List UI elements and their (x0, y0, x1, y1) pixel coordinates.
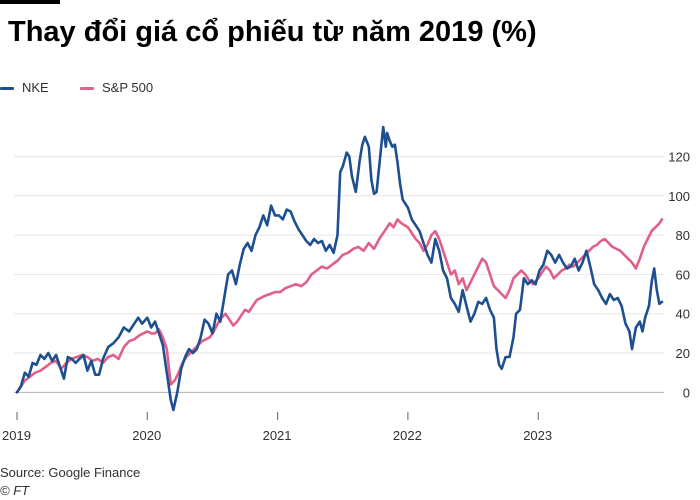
y-tick-label: 0 (683, 385, 690, 400)
series-line-nke (15, 125, 664, 412)
y-tick-label: 80 (676, 228, 690, 243)
y-tick-label: 40 (676, 307, 690, 322)
y-tick-label: 60 (676, 267, 690, 282)
y-tick-label: 20 (676, 346, 690, 361)
legend-label-nke: NKE (22, 80, 49, 95)
legend-swatch-nke (0, 87, 14, 90)
x-axis: 2019 2020 2021 2022 2023 (2, 412, 552, 443)
brand-bar (0, 0, 60, 4)
source-note: Source: Google Finance (0, 465, 141, 480)
credit-note: © FT (0, 483, 30, 498)
legend-label-sp500: S&P 500 (102, 80, 154, 95)
x-tick-label: 2022 (393, 428, 422, 443)
x-tick-label: 2019 (2, 428, 31, 443)
series-lines (15, 125, 664, 412)
y-axis: 0 20 40 60 80 100 120 (668, 149, 690, 400)
y-tick-label: 100 (668, 189, 690, 204)
x-tick-label: 2021 (263, 428, 292, 443)
y-tick-label: 120 (668, 149, 690, 164)
series-line-sp500 (15, 218, 664, 394)
chart-title: Thay đổi giá cổ phiếu từ năm 2019 (%) (8, 16, 537, 48)
legend-swatch-sp500 (80, 87, 94, 90)
x-tick-label: 2023 (523, 428, 552, 443)
x-tick-label: 2020 (132, 428, 161, 443)
